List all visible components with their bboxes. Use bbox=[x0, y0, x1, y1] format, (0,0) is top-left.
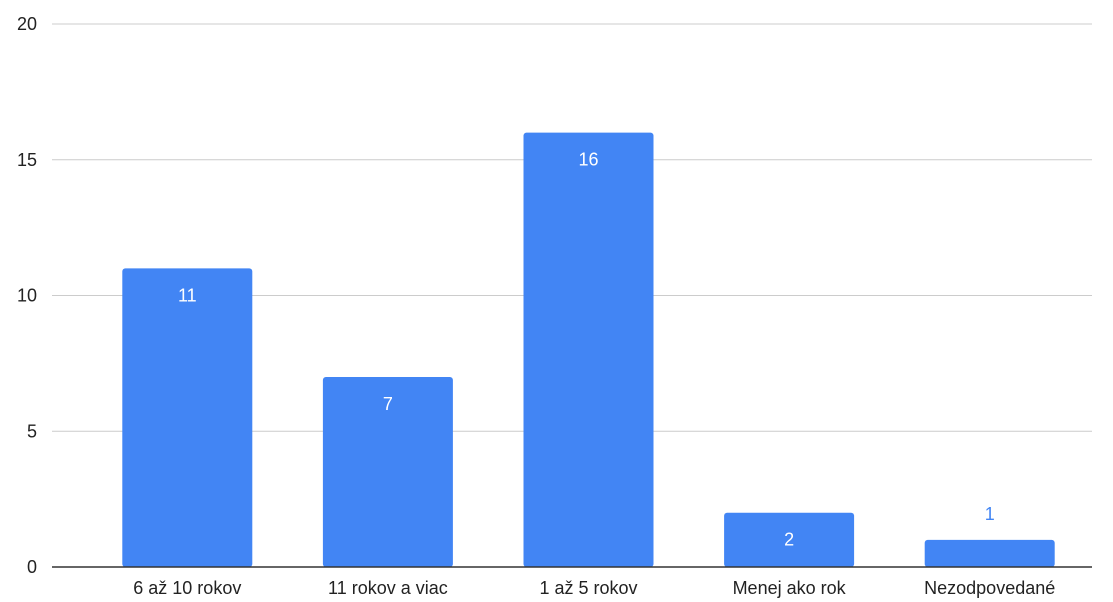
y-tick-label: 5 bbox=[27, 421, 37, 441]
y-tick-label: 0 bbox=[27, 557, 37, 577]
bars bbox=[122, 132, 1055, 567]
y-tick-label: 15 bbox=[17, 150, 37, 170]
bar bbox=[122, 268, 253, 567]
bar bbox=[322, 376, 453, 567]
x-category-label: Menej ako rok bbox=[733, 578, 847, 598]
bar bbox=[924, 539, 1055, 567]
y-axis-ticks: 0 5 10 15 20 bbox=[17, 14, 37, 577]
bar bbox=[724, 512, 855, 567]
y-tick-label: 10 bbox=[17, 286, 37, 306]
bar bbox=[523, 132, 654, 567]
data-labels: 11 7 16 2 1 bbox=[178, 150, 995, 550]
y-tick-label: 20 bbox=[17, 14, 37, 34]
x-category-label: Nezodpovedané bbox=[924, 578, 1055, 598]
x-axis-categories: 6 až 10 rokov 11 rokov a viac 1 až 5 rokov… bbox=[133, 578, 1055, 598]
data-label: 2 bbox=[784, 530, 794, 550]
data-label: 16 bbox=[578, 150, 598, 170]
x-category-label: 6 až 10 rokov bbox=[133, 578, 241, 598]
data-label: 7 bbox=[383, 394, 393, 414]
x-category-label: 1 až 5 rokov bbox=[539, 578, 637, 598]
data-label: 1 bbox=[985, 504, 995, 524]
x-category-label: 11 rokov a viac bbox=[328, 578, 448, 598]
data-label: 11 bbox=[178, 285, 197, 305]
